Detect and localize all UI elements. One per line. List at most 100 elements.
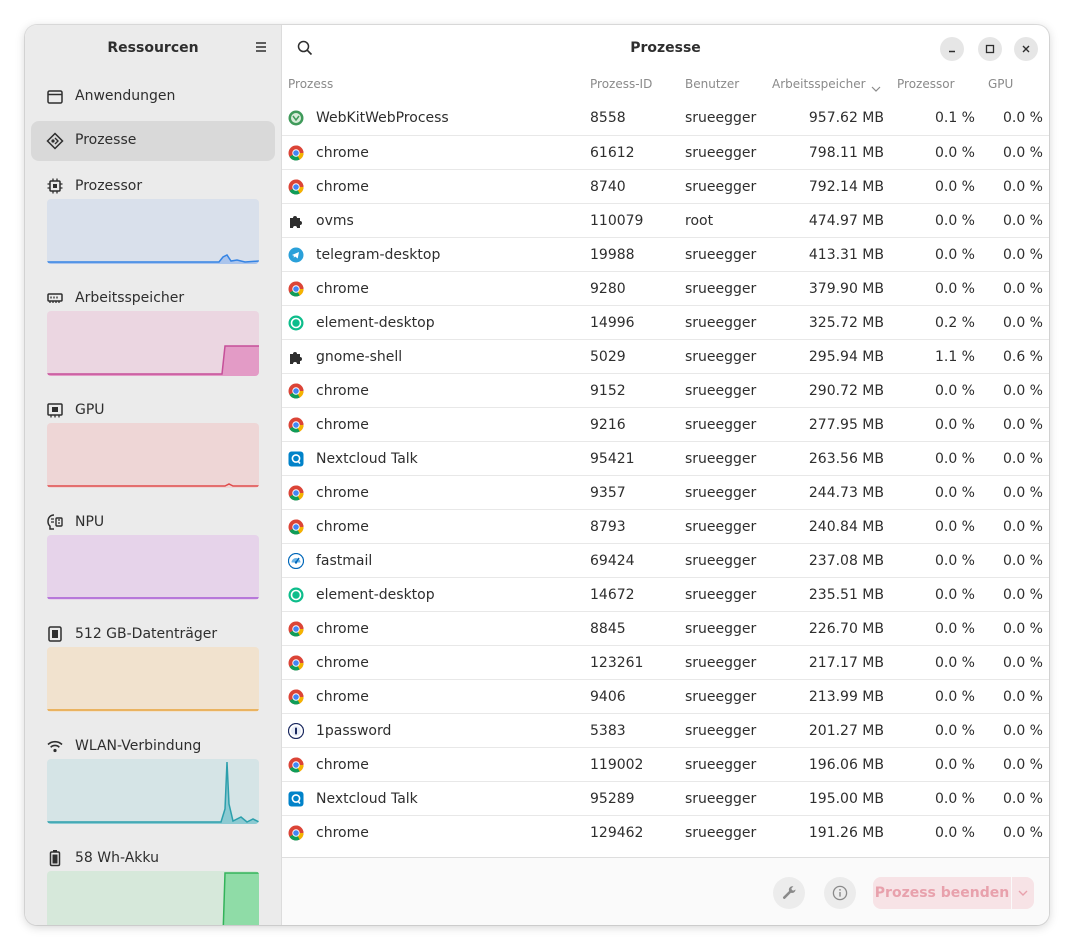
table-row[interactable]: chrome 129462 srueegger 191.26 MB 0.0 % 0.0 % (282, 815, 1049, 850)
process-memory: 957.62 MB (808, 110, 884, 126)
cpu-icon (46, 177, 64, 195)
column-header-arbeitsspeicher[interactable]: Arbeitsspeicher (772, 77, 866, 91)
fastmail-icon (287, 552, 305, 570)
end-process-options-dropdown[interactable] (1012, 877, 1034, 909)
hamburger-menu-icon[interactable] (253, 39, 269, 55)
process-user: srueegger (685, 587, 757, 603)
process-name: element-desktop (316, 315, 435, 331)
process-cpu: 0.0 % (934, 179, 975, 195)
process-cpu: 0.0 % (934, 689, 975, 705)
process-pid: 8740 (590, 179, 626, 195)
column-header-pid[interactable]: Prozess-ID (590, 77, 653, 91)
process-cpu: 0.0 % (934, 417, 975, 433)
column-header-prozess[interactable]: Prozess (288, 77, 334, 91)
process-pid: 119002 (590, 757, 644, 773)
table-row[interactable]: chrome 61612 srueegger 798.11 MB 0.0 % 0.0 % (282, 135, 1049, 170)
process-list: WebKitWebProcess 8558 srueegger 957.62 MB 0.… (282, 101, 1049, 857)
process-user: srueegger (685, 621, 757, 637)
chrome-icon (288, 485, 304, 501)
sidebar-item-label: Anwendungen (75, 88, 176, 104)
column-header-benutzer[interactable]: Benutzer (685, 77, 740, 91)
process-pid: 14996 (590, 315, 635, 331)
chrome-icon (288, 281, 304, 297)
process-pid: 5029 (590, 349, 626, 365)
table-row[interactable]: chrome 123261 srueegger 217.17 MB 0.0 % 0.0 % (282, 645, 1049, 680)
process-cpu: 1.1 % (934, 349, 975, 365)
process-pid: 5383 (590, 723, 626, 739)
process-cpu: 0.0 % (934, 451, 975, 467)
table-row[interactable]: chrome 119002 srueegger 196.06 MB 0.0 % 0.0 % (282, 747, 1049, 782)
minimize-button[interactable] (940, 37, 964, 61)
table-row[interactable]: ovms 110079 root 474.97 MB 0.0 % 0.0 % (282, 203, 1049, 238)
search-icon[interactable] (296, 39, 314, 57)
table-row[interactable]: fastmail 69424 srueegger 237.08 MB 0.0 % 0.0 … (282, 543, 1049, 578)
process-gpu: 0.0 % (1002, 825, 1043, 841)
table-row[interactable]: chrome 9406 srueegger 213.99 MB 0.0 % 0.0 % (282, 679, 1049, 714)
table-row[interactable]: chrome 8740 srueegger 792.14 MB 0.0 % 0.0 % (282, 169, 1049, 204)
footer-bar: Prozess beenden (282, 857, 1049, 925)
process-user: srueegger (685, 791, 757, 807)
process-name: chrome (316, 145, 369, 161)
table-row[interactable]: chrome 8793 srueegger 240.84 MB 0.0 % 0.0 % (282, 509, 1049, 544)
table-row[interactable]: chrome 9216 srueegger 277.95 MB 0.0 % 0.0 % (282, 407, 1049, 442)
process-pid: 14672 (590, 587, 635, 603)
process-user: srueegger (685, 281, 757, 297)
process-info-button[interactable] (824, 877, 856, 909)
table-row[interactable]: telegram-desktop 19988 srueegger 413.31 MB 0… (282, 237, 1049, 272)
resource-label: 512 GB-Datenträger (75, 626, 218, 642)
npu-usage-graph (47, 535, 259, 600)
resource-label: Prozessor (75, 178, 143, 194)
table-row[interactable]: chrome 9280 srueegger 379.90 MB 0.0 % 0.0 % (282, 271, 1049, 306)
process-pid: 19988 (590, 247, 635, 263)
process-pid: 123261 (590, 655, 644, 671)
drive-usage-graph (47, 647, 259, 712)
process-pid: 110079 (590, 213, 644, 229)
process-cpu: 0.0 % (934, 145, 975, 161)
process-cpu: 0.0 % (934, 791, 975, 807)
table-row[interactable]: chrome 9357 srueegger 244.73 MB 0.0 % 0.0 % (282, 475, 1049, 510)
chevron-down-icon (1018, 890, 1028, 896)
chrome-icon (288, 655, 304, 671)
close-button[interactable] (1014, 37, 1038, 61)
process-cpu: 0.0 % (934, 621, 975, 637)
process-gpu: 0.0 % (1002, 519, 1043, 535)
process-cpu: 0.0 % (934, 553, 975, 569)
table-row[interactable]: element-desktop 14996 srueegger 325.72 MB 0.… (282, 305, 1049, 340)
process-pid: 95289 (590, 791, 635, 807)
process-user: srueegger (685, 315, 757, 331)
table-row[interactable]: element-desktop 14672 srueegger 235.51 MB 0.… (282, 577, 1049, 612)
process-pid: 9152 (590, 383, 626, 399)
process-cpu: 0.0 % (934, 383, 975, 399)
table-row[interactable]: chrome 8845 srueegger 226.70 MB 0.0 % 0.0 % (282, 611, 1049, 646)
process-options-button[interactable] (773, 877, 805, 909)
sidebar-item-anwendungen[interactable]: Anwendungen (31, 77, 275, 117)
chrome-icon (288, 519, 304, 535)
battery-icon (46, 849, 64, 867)
process-cpu: 0.2 % (934, 315, 975, 331)
process-user: srueegger (685, 383, 757, 399)
process-name: chrome (316, 383, 369, 399)
sidebar-item-label: Prozesse (75, 132, 137, 148)
table-row[interactable]: gnome-shell 5029 srueegger 295.94 MB 1.1 % 0.… (282, 339, 1049, 374)
table-row[interactable]: Nextcloud Talk 95289 srueegger 195.00 MB 0.0… (282, 781, 1049, 816)
process-gpu: 0.0 % (1002, 145, 1043, 161)
table-row[interactable]: WebKitWebProcess 8558 srueegger 957.62 MB 0.… (282, 101, 1049, 135)
cpu-usage-graph (47, 199, 259, 264)
process-name: chrome (316, 757, 369, 773)
end-process-button[interactable]: Prozess beenden (873, 877, 1011, 909)
table-row[interactable]: chrome 9152 srueegger 290.72 MB 0.0 % 0.0 % (282, 373, 1049, 408)
process-memory: 244.73 MB (808, 485, 884, 501)
process-memory: 792.14 MB (808, 179, 884, 195)
table-row[interactable]: 1password 5383 srueegger 201.27 MB 0.0 % 0.0 … (282, 713, 1049, 748)
process-user: srueegger (685, 110, 757, 126)
table-row[interactable]: Nextcloud Talk 95421 srueegger 263.56 MB 0.0… (282, 441, 1049, 476)
process-gpu: 0.6 % (1002, 349, 1043, 365)
process-gpu: 0.0 % (1002, 689, 1043, 705)
wifi-icon (46, 737, 64, 755)
column-header-prozessor[interactable]: Prozessor (897, 77, 955, 91)
webkit-icon (288, 110, 304, 126)
maximize-button[interactable] (978, 37, 1002, 61)
column-header-gpu[interactable]: GPU (988, 77, 1014, 91)
sidebar-item-prozesse[interactable]: Prozesse (31, 121, 275, 161)
process-memory: 191.26 MB (808, 825, 884, 841)
